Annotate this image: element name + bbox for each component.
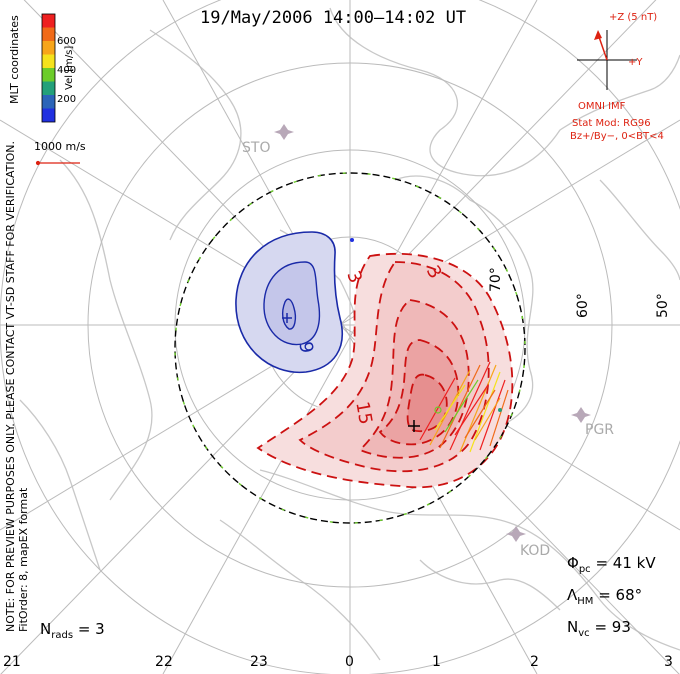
- lambda-hm-value: = 68°: [598, 586, 643, 604]
- negative-cell: [235, 231, 344, 374]
- n-vc-symbol: N: [567, 618, 579, 636]
- scale-vector-label: 1000 m/s: [34, 140, 86, 153]
- preview-note: NOTE: FOR PREVIEW PURPOSES ONLY. PLEASE …: [4, 141, 30, 632]
- velocity-vectors: [419, 361, 509, 453]
- mlt-tick-1: 1: [432, 654, 441, 670]
- latitude-label-70: 70°: [488, 267, 504, 292]
- lambda-hm-sub: HM: [577, 596, 594, 607]
- latitude-label-60: 60°: [575, 293, 591, 318]
- preview-note-line2: FitOrder: 8, mapEX format: [17, 487, 30, 632]
- colorbar-swatch: [42, 27, 55, 41]
- stat-model-line1: Stat Mod: RG96: [572, 118, 651, 129]
- colorbar-swatch: [42, 41, 55, 55]
- mlt-tick-3: 3: [664, 654, 673, 670]
- n-vc-stat: Nvc = 93: [567, 618, 631, 639]
- colorbar-swatch: [42, 81, 55, 95]
- mlt-tick-21: 21: [3, 654, 21, 670]
- coastlines: [19, 7, 680, 661]
- colorbar-frame: [41, 13, 56, 123]
- colorbar-swatch: [42, 95, 55, 109]
- colorbar-tick-600: 600: [57, 36, 77, 47]
- data-point: [350, 238, 354, 242]
- imf-dial: [577, 30, 637, 90]
- n-vc-sub: vc: [578, 628, 590, 639]
- preview-note-line1: NOTE: FOR PREVIEW PURPOSES ONLY. PLEASE …: [4, 140, 17, 632]
- potential-minimum-marker: [282, 313, 292, 323]
- stat-model-line2: Bz+/By−, 0<BT<4: [570, 131, 664, 142]
- potential-maximum-marker: [408, 420, 420, 432]
- n-rads-symbol: N: [40, 620, 52, 638]
- mlt-tick-0: 0: [345, 654, 354, 670]
- station-label-kod: KOD: [520, 543, 551, 559]
- phi-pc-stat: Φpc = 41 kV: [567, 554, 656, 575]
- station-markers: [274, 124, 591, 542]
- scale-vector: [35, 160, 80, 166]
- n-vc-value: = 93: [594, 618, 631, 636]
- lambda-hm-symbol: Λ: [567, 586, 578, 604]
- map-title: 19/May/2006 14:00–14:02 UT: [200, 8, 467, 28]
- mlt-tick-23: 23: [250, 654, 268, 670]
- mlt-tick-2: 2: [530, 654, 539, 670]
- mlt-coordinates-label: MLT coordinates: [8, 15, 21, 104]
- phi-pc-value: = 41 kV: [595, 554, 656, 572]
- colorbar-swatch: [42, 54, 55, 68]
- lambda-hm-stat: ΛHM = 68°: [567, 586, 642, 607]
- colorbar-tick-400: 400: [57, 65, 77, 76]
- latitude-label-50: 50°: [655, 293, 671, 318]
- colorbar-swatch: [42, 68, 55, 82]
- hm-boundary: [174, 172, 526, 524]
- colorbar-swatch: [42, 14, 55, 28]
- n-rads-value: = 3: [77, 620, 105, 638]
- phi-pc-symbol: Φ: [567, 554, 579, 572]
- colorbar-tick-200: 200: [57, 94, 77, 105]
- imf-y-label: +Y: [628, 57, 643, 68]
- colorbar-swatch: [42, 108, 55, 122]
- mlt-tick-22: 22: [155, 654, 173, 670]
- n-rads-stat: Nrads = 3: [40, 620, 105, 641]
- imf-source-label: OMNI IMF: [578, 101, 626, 112]
- contour-label-15: 15: [351, 400, 376, 427]
- station-label-sto: STO: [242, 140, 271, 156]
- n-rads-sub: rads: [51, 630, 74, 641]
- colorbar: [41, 13, 56, 123]
- phi-pc-sub: pc: [578, 564, 591, 575]
- station-label-pgr: PGR: [585, 422, 615, 438]
- imf-z-label: +Z (5 nT): [609, 12, 658, 23]
